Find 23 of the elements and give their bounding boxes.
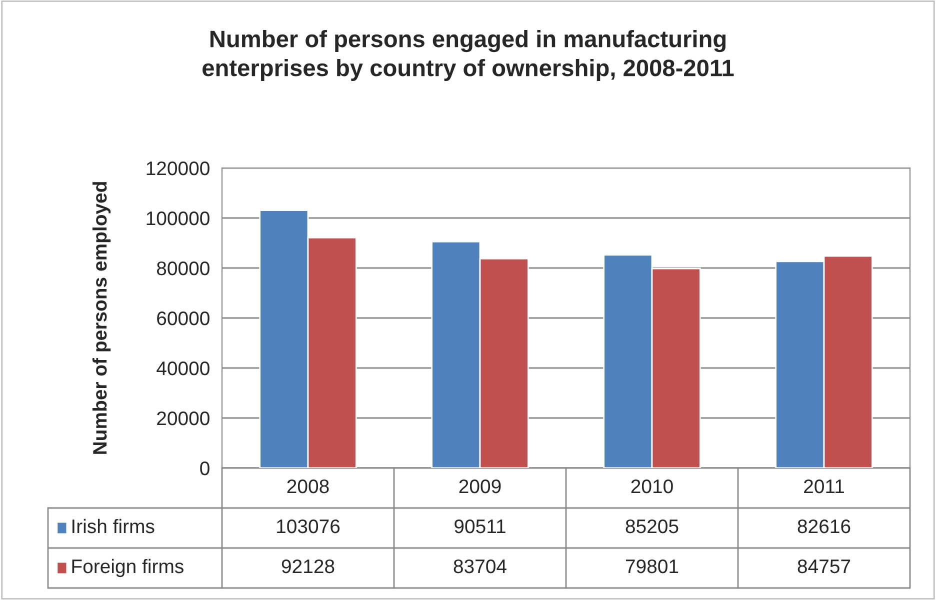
data-label: 79801 — [626, 559, 678, 574]
data-label: 103076 — [277, 519, 340, 534]
y-tick-label: 120000 — [146, 161, 210, 176]
data-label: 92128 — [282, 559, 334, 574]
data-label: 90511 — [454, 519, 506, 534]
y-tick-label: 80000 — [156, 261, 210, 276]
legend-label: Irish firms — [72, 518, 154, 534]
y-tick-label: 100000 — [146, 211, 210, 226]
y-tick-label: 20000 — [157, 411, 210, 426]
x-tick-label: 2011 — [804, 479, 844, 494]
y-tick-label: 0 — [200, 461, 210, 476]
y-tick-label: 40000 — [156, 361, 210, 376]
data-label: 83704 — [454, 559, 506, 574]
data-label: 82616 — [798, 519, 850, 534]
legend-label: Foreign firms — [72, 558, 184, 578]
data-label: 84757 — [798, 559, 850, 574]
x-tick-label: 2010 — [631, 479, 673, 494]
x-tick-label: 2008 — [287, 479, 329, 494]
x-tick-label: 2009 — [459, 479, 501, 494]
y-tick-label: 60000 — [157, 311, 210, 326]
data-label: 85205 — [626, 519, 678, 534]
y-axis-title: Number of persons employed — [92, 182, 111, 454]
chart-title: Number of persons engaged in manufacturing enterprises by country of ownership, 2008-2011 — [202, 30, 734, 81]
